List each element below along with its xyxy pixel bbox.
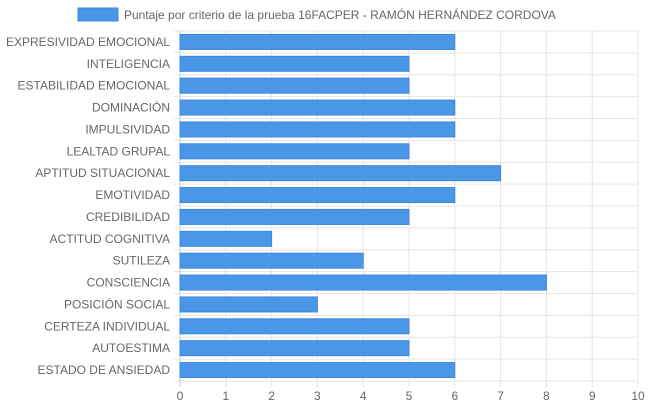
y-axis-labels: EXPRESIVIDAD EMOCIONAL INTELIGENCIA ESTABI…	[6, 35, 170, 377]
bar[interactable]	[179, 296, 318, 313]
y-tick-label: SUTILEZA	[113, 254, 170, 268]
bar[interactable]	[179, 77, 410, 94]
bar[interactable]	[179, 187, 456, 204]
bar[interactable]	[179, 362, 456, 379]
x-tick-label: 10	[631, 389, 645, 403]
legend-swatch[interactable]	[77, 7, 119, 22]
y-tick-label: CONSCIENCIA	[87, 276, 170, 290]
y-tick-label: ESTABILIDAD EMOCIONAL	[18, 79, 171, 93]
bar[interactable]	[179, 208, 410, 225]
bar[interactable]	[179, 318, 410, 335]
bar[interactable]	[179, 121, 456, 138]
y-tick-label: ESTADO DE ANSIEDAD	[38, 363, 171, 377]
bar[interactable]	[179, 33, 456, 50]
x-tick-label: 7	[497, 389, 504, 403]
y-tick-label: EXPRESIVIDAD EMOCIONAL	[6, 35, 170, 49]
y-tick-label: INTELIGENCIA	[87, 57, 170, 71]
x-axis-labels: 0 1 2 3 4 5 6 7 8 9 10	[177, 389, 645, 403]
bar[interactable]	[179, 143, 410, 160]
legend-label[interactable]: Puntaje por criterio de la prueba 16FACP…	[124, 7, 556, 22]
y-tick-label: LEALTAD GRUPAL	[67, 144, 171, 158]
chart-bars	[179, 33, 547, 379]
x-tick-label: 1	[222, 389, 229, 403]
x-tick-label: 6	[451, 389, 458, 403]
y-tick-label: ACTITUD COGNITIVA	[50, 232, 170, 246]
y-tick-label: CERTEZA INDIVIDUAL	[44, 319, 170, 333]
x-tick-label: 4	[360, 389, 367, 403]
y-tick-label: EMOTIVIDAD	[95, 188, 170, 202]
y-tick-label: POSICIÓN SOCIAL	[64, 296, 170, 311]
bar[interactable]	[179, 274, 547, 291]
x-tick-label: 2	[268, 389, 275, 403]
bar[interactable]	[179, 340, 410, 357]
bar[interactable]	[179, 55, 410, 72]
bar[interactable]	[179, 252, 364, 269]
chart-legend[interactable]: Puntaje por criterio de la prueba 16FACP…	[77, 7, 556, 22]
y-tick-label: DOMINACIÓN	[92, 100, 170, 115]
y-tick-label: CREDIBILIDAD	[86, 210, 170, 224]
x-tick-label: 8	[543, 389, 550, 403]
y-tick-label: IMPULSIVIDAD	[85, 122, 170, 136]
x-tick-label: 3	[314, 389, 321, 403]
bar[interactable]	[179, 99, 456, 116]
y-tick-label: APTITUD SITUACIONAL	[35, 166, 170, 180]
bar[interactable]	[179, 230, 273, 247]
x-tick-label: 9	[589, 389, 596, 403]
x-tick-label: 5	[406, 389, 413, 403]
x-tick-label: 0	[177, 389, 184, 403]
bar[interactable]	[179, 165, 502, 182]
y-tick-label: AUTOESTIMA	[92, 341, 170, 355]
